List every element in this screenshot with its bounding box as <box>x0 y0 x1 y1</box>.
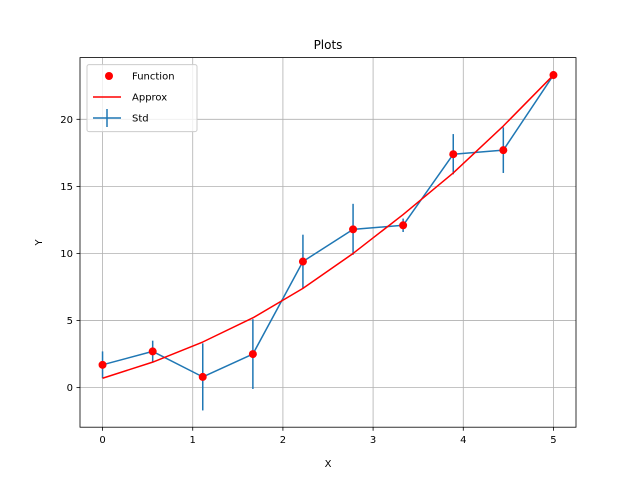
chart-title: Plots <box>314 38 343 52</box>
ticks: 0 1 2 3 4 5 0 5 10 15 20 <box>60 115 556 446</box>
plot-area <box>98 71 558 411</box>
approx-line <box>102 74 554 379</box>
x-tick-label-4: 4 <box>460 435 466 446</box>
y-tick-label-3: 15 <box>60 182 73 193</box>
function-point-8 <box>499 146 508 155</box>
x-axis-label: X <box>325 459 332 470</box>
function-point-7 <box>449 150 458 159</box>
function-point-5 <box>349 225 358 234</box>
grid <box>80 57 576 428</box>
x-tick-label-0: 0 <box>99 435 105 446</box>
y-tick-label-2: 10 <box>60 249 73 260</box>
y-tick-label-0: 0 <box>67 383 73 394</box>
function-point-4 <box>298 257 307 266</box>
x-tick-label-5: 5 <box>550 435 556 446</box>
legend-box <box>86 64 198 133</box>
function-point-1 <box>148 347 157 356</box>
function-point-6 <box>399 221 408 230</box>
function-point-0 <box>98 360 107 369</box>
legend-marker-function <box>105 72 113 80</box>
axes-frame <box>79 57 577 428</box>
y-tick-label-1: 5 <box>67 316 73 327</box>
legend-label-function: Function <box>132 72 175 83</box>
y-tick-label-4: 20 <box>60 115 73 126</box>
legend-label-std: Std <box>132 114 149 125</box>
function-point-2 <box>198 372 207 381</box>
function-point-9 <box>549 71 558 80</box>
legend-label-approx: Approx <box>132 93 167 104</box>
x-tick-label-1: 1 <box>190 435 196 446</box>
x-tick-label-3: 3 <box>370 435 376 446</box>
legend: Function Approx Std <box>86 64 198 133</box>
function-point-3 <box>248 350 257 359</box>
std-line <box>102 74 555 378</box>
x-tick-label-2: 2 <box>280 435 286 446</box>
y-axis-label: Y <box>34 238 45 246</box>
